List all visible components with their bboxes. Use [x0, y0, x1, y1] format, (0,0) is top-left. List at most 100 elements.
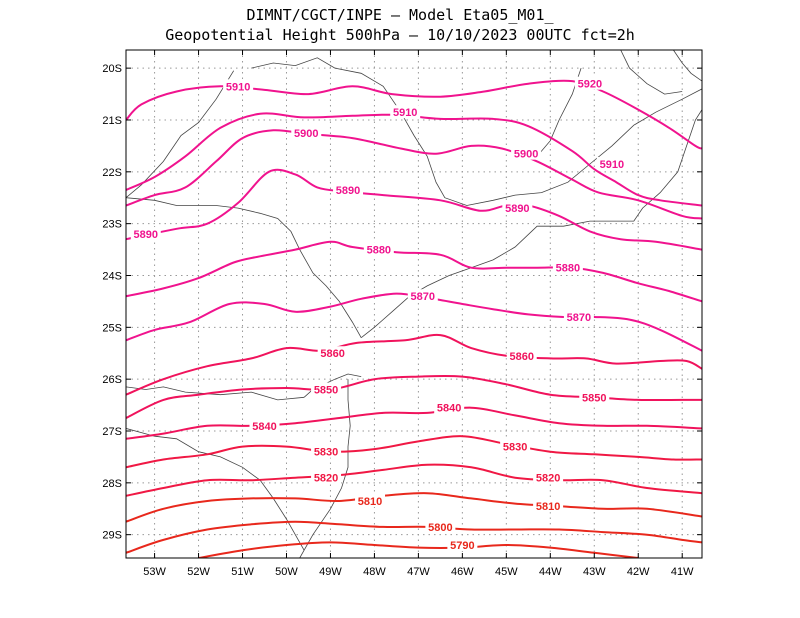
contour-label-bg	[533, 499, 564, 513]
contour-5830	[126, 435, 702, 469]
contour-5910	[126, 112, 702, 207]
contour-label-bg	[563, 309, 594, 323]
contour-label-bg	[223, 79, 254, 93]
contour-label-5850: 5850	[582, 392, 606, 404]
lat-tick-label: 29S	[102, 530, 122, 542]
contour-label-5900: 5900	[514, 149, 538, 161]
contour-label-bg	[425, 519, 456, 533]
contour-5790	[198, 541, 639, 558]
contour-label-5860: 5860	[320, 348, 344, 360]
lat-tick-label: 21S	[102, 115, 122, 127]
border-line	[620, 50, 683, 95]
contour-label-5800: 5800	[428, 522, 452, 534]
border-line	[126, 428, 305, 551]
contour-label-5850: 5850	[314, 385, 338, 397]
lat-tick-label: 27S	[102, 426, 122, 438]
lat-tick-label: 22S	[102, 167, 122, 179]
contour-label-5890: 5890	[505, 203, 529, 215]
contour-label-bg	[291, 125, 322, 139]
chart-title-line-1: DIMNT/CGCT/INPE — Model Eta05_M01_	[246, 6, 554, 24]
contour-5860	[126, 333, 702, 396]
contour-5920	[126, 79, 702, 150]
border-line	[126, 197, 362, 338]
contour-label-bg	[311, 382, 342, 396]
border-line	[299, 379, 351, 558]
contour-label-5880: 5880	[556, 263, 580, 275]
lat-tick-label: 23S	[102, 219, 122, 231]
lon-tick-label: 44W	[539, 566, 562, 578]
contour-label-bg	[434, 400, 465, 414]
contour-label-bg	[407, 289, 438, 303]
contour-label-bg	[533, 470, 564, 484]
contour-label-5840: 5840	[437, 403, 461, 415]
contour-label-bg	[511, 146, 542, 160]
contour-label-5890: 5890	[336, 185, 360, 197]
lon-tick-label: 45W	[495, 566, 518, 578]
contour-5810	[126, 492, 702, 523]
contour-label-5820: 5820	[536, 473, 560, 485]
lon-tick-label: 50W	[275, 566, 298, 578]
lon-tick-label: 52W	[187, 566, 210, 578]
contour-label-5910: 5910	[600, 159, 624, 171]
contour-5840	[126, 406, 702, 440]
contour-label-bg	[596, 157, 627, 171]
contour-label-5840: 5840	[252, 421, 276, 433]
contour-label-bg	[130, 227, 161, 241]
contour-label-5790: 5790	[450, 540, 474, 552]
contour-5850	[126, 374, 702, 419]
contour-label-5920: 5920	[578, 79, 602, 91]
contour-label-5830: 5830	[314, 447, 338, 459]
chart-title-line-2: Geopotential Height 500hPa — 10/10/2023 …	[165, 26, 635, 44]
contour-label-5810: 5810	[358, 496, 382, 508]
border-line	[251, 57, 702, 206]
contour-label-5820: 5820	[314, 473, 338, 485]
contour-label-bg	[500, 439, 531, 453]
contour-label-bg	[363, 242, 394, 256]
contour-label-bg	[552, 260, 583, 274]
lon-tick-label: 47W	[407, 566, 430, 578]
contour-5890	[126, 168, 702, 251]
contour-label-5900: 5900	[294, 128, 318, 140]
contour-label-bg	[311, 444, 342, 458]
contour-label-5860: 5860	[509, 351, 533, 363]
lon-tick-label: 53W	[143, 566, 166, 578]
contour-label-bg	[249, 418, 280, 432]
contour-label-5870: 5870	[411, 291, 435, 303]
lat-tick-label: 28S	[102, 478, 122, 490]
contour-5900	[126, 129, 702, 220]
border-line	[126, 70, 235, 199]
lon-tick-label: 41W	[671, 566, 694, 578]
axis-ticks: 20S 21S 22S 23S 24S 25S 26S 27S 28S 29S 53W 52W 51W 5…	[102, 50, 702, 578]
contour-label-5880: 5880	[367, 245, 391, 257]
lat-tick-label: 26S	[102, 374, 122, 386]
contour-5820	[126, 463, 702, 497]
lon-tick-label: 46W	[451, 566, 474, 578]
lat-tick-label: 20S	[102, 63, 122, 75]
contour-label-bg	[574, 76, 605, 90]
lat-tick-label: 25S	[102, 322, 122, 334]
contour-label-bg	[311, 470, 342, 484]
lat-lon-grid	[126, 50, 702, 558]
border-line	[673, 50, 702, 82]
contour-label-bg	[579, 390, 610, 404]
lon-tick-label: 48W	[363, 566, 386, 578]
lon-tick-label: 49W	[319, 566, 342, 578]
contour-label-5890: 5890	[134, 229, 158, 241]
contour-label-5830: 5830	[503, 442, 527, 454]
contour-label-bg	[333, 182, 364, 196]
lon-tick-label: 51W	[231, 566, 254, 578]
contour-label-bg	[506, 348, 537, 362]
contour-labels: 5920 5910 5910 5910 5900 5900 5890 5890 5890 5880…	[130, 76, 627, 552]
contour-label-5810: 5810	[536, 501, 560, 513]
lat-tick-label: 24S	[102, 270, 122, 282]
contour-label-bg	[447, 538, 478, 552]
map-frame	[125, 49, 703, 559]
contour-label-bg	[390, 105, 421, 119]
contour-5880	[126, 240, 702, 303]
contour-label-bg	[355, 493, 386, 507]
border-line	[303, 373, 362, 398]
lon-tick-label: 43W	[583, 566, 606, 578]
height-contours	[126, 79, 702, 558]
contour-label-bg	[502, 201, 533, 215]
